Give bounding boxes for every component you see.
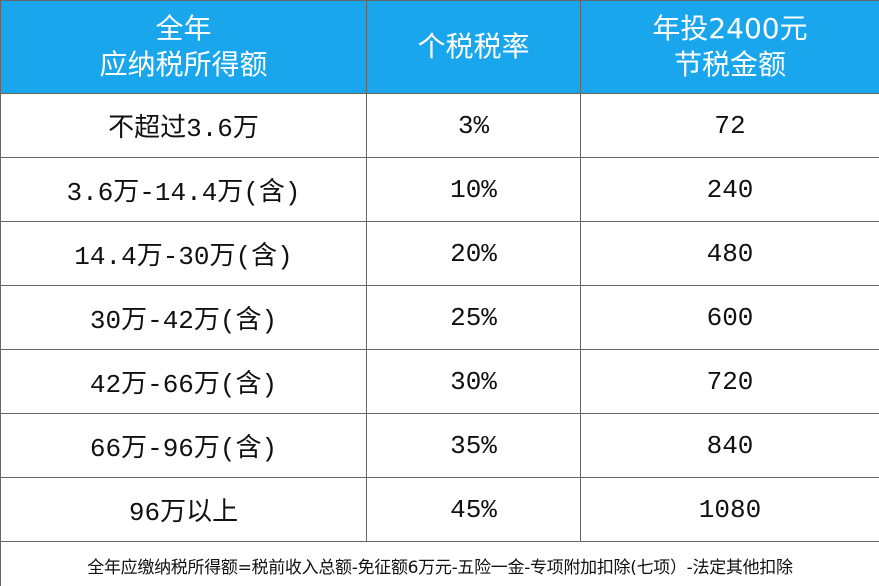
table-cell: 35% bbox=[366, 413, 581, 478]
table-cell: 840 bbox=[580, 413, 879, 478]
table-body: 不超过3.6万 3% 72 3.6万-14.4万(含) 10% 240 14.4万-30万(… bbox=[0, 93, 879, 542]
header-text: 年投2400元 bbox=[652, 12, 808, 45]
header-text: 节税金额 bbox=[673, 48, 786, 81]
header-text: 个税税率 bbox=[417, 30, 530, 63]
header-cell: 全年 应纳税所得额 bbox=[0, 0, 367, 94]
table-cell: 不超过3.6万 bbox=[0, 93, 367, 158]
table-cell: 240 bbox=[580, 157, 879, 222]
table-cell: 30万-42万(含) bbox=[0, 285, 367, 350]
table-cell: 25% bbox=[366, 285, 581, 350]
table-cell: 480 bbox=[580, 221, 879, 286]
table-row: 96万以上 45% 1080 bbox=[0, 477, 879, 542]
table-cell: 30% bbox=[366, 349, 581, 414]
table-cell: 42万-66万(含) bbox=[0, 349, 367, 414]
table-row: 不超过3.6万 3% 72 bbox=[0, 93, 879, 158]
header-text: 应纳税所得额 bbox=[99, 48, 268, 81]
table-row: 3.6万-14.4万(含) 10% 240 bbox=[0, 157, 879, 222]
header-row: 全年 应纳税所得额 个税税率 年投2400元 节税金额 bbox=[0, 0, 879, 94]
table-cell: 10% bbox=[366, 157, 581, 222]
table-row: 42万-66万(含) 30% 720 bbox=[0, 349, 879, 414]
table-cell: 45% bbox=[366, 477, 581, 542]
table-row: 30万-42万(含) 25% 600 bbox=[0, 285, 879, 350]
table-cell: 600 bbox=[580, 285, 879, 350]
table-row: 14.4万-30万(含) 20% 480 bbox=[0, 221, 879, 286]
header-cell: 个税税率 bbox=[366, 0, 581, 94]
table-cell: 14.4万-30万(含) bbox=[0, 221, 367, 286]
table-cell: 3.6万-14.4万(含) bbox=[0, 157, 367, 222]
header-cell: 年投2400元 节税金额 bbox=[580, 0, 879, 94]
table-row: 66万-96万(含) 35% 840 bbox=[0, 413, 879, 478]
note-row: 全年应缴纳税所得额=税前收入总额-免征额6万元-五险一金-专项附加扣除(七项）-… bbox=[0, 541, 879, 586]
table-cell: 1080 bbox=[580, 477, 879, 542]
table-cell: 66万-96万(含) bbox=[0, 413, 367, 478]
table-cell: 96万以上 bbox=[0, 477, 367, 542]
note: 全年应缴纳税所得额=税前收入总额-免征额6万元-五险一金-专项附加扣除(七项）-… bbox=[0, 541, 879, 586]
header-text: 全年 bbox=[155, 12, 212, 45]
table-cell: 3% bbox=[366, 93, 581, 158]
table-cell: 720 bbox=[580, 349, 879, 414]
table-cell: 72 bbox=[580, 93, 879, 158]
table-cell: 20% bbox=[366, 221, 581, 286]
